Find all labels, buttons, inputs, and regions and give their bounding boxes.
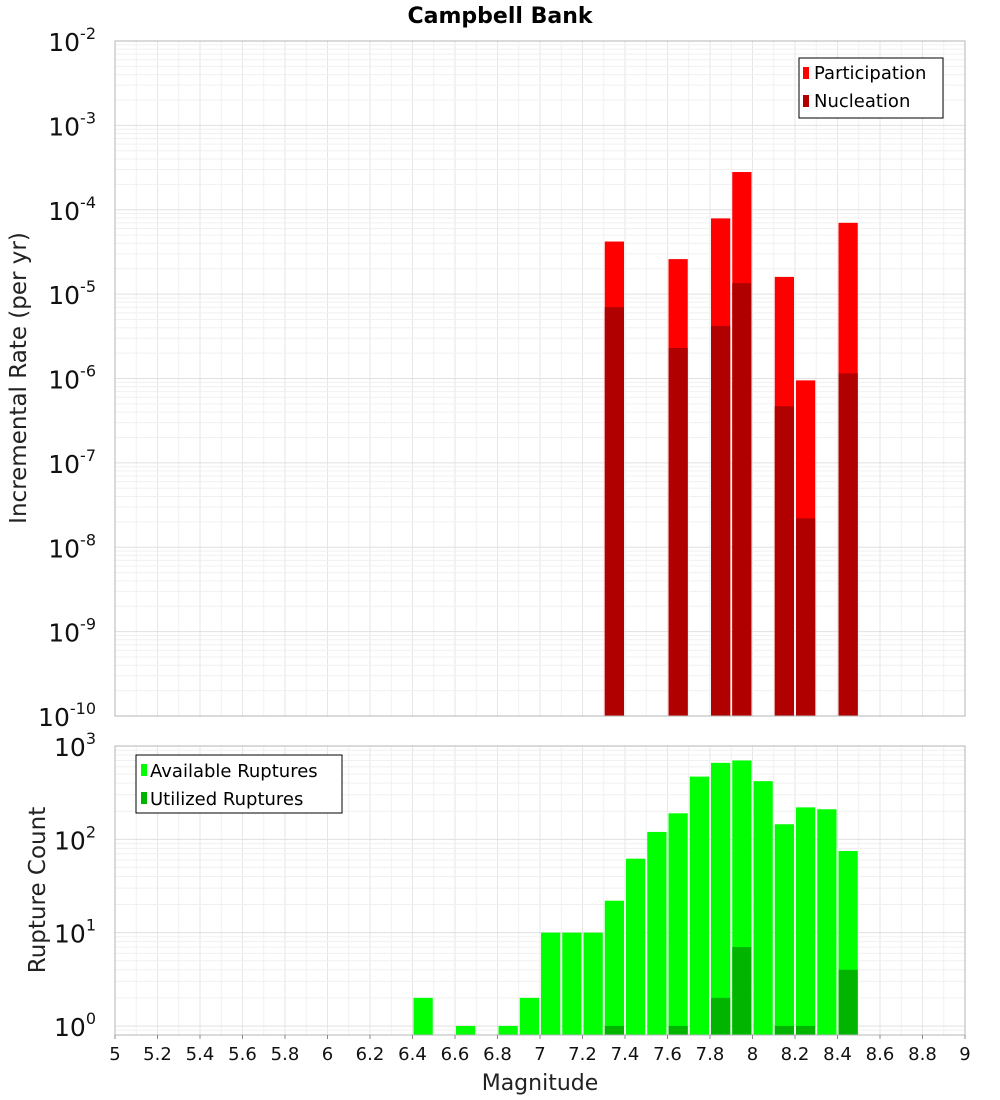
legend-available-label: Available Ruptures [150,761,318,782]
count-a-bar [541,932,561,1035]
rate-b-bar [774,406,794,716]
legend-nucleation-swatch [803,95,809,107]
x-tick-label: 6.8 [483,1044,512,1065]
rate-plot-frame [114,40,966,717]
x-axis-label: Magnitude [482,1071,599,1096]
x-tick-label: 8.4 [823,1044,852,1065]
count-a-bar [604,900,624,1035]
rate-bars [604,172,858,717]
legend-available-swatch [141,764,147,776]
rate-b-bar [711,325,731,716]
rate-b-bar [838,373,858,716]
rate-panel: 10-2 10-3 10-4 10-5 10-6 10-7 10-8 10-9 10-10 In… [6,24,966,732]
rate-legend-box [798,57,944,119]
count-y-axis-label: Rupture Count [25,807,51,973]
count-b-bar [668,1025,688,1035]
count-bars [413,760,858,1035]
x-tick-label: 5 [109,1044,120,1065]
x-tick-label: 5.6 [228,1044,257,1065]
rate-legend: Participation Nucleation [798,57,944,119]
count-b-bar [732,947,752,1035]
count-panel: 103 102 101 100 Rupture Count Available Rup… [25,729,971,1096]
y-tick-label: 10-2 [48,24,96,57]
x-tick-label: 8.2 [781,1044,810,1065]
count-a-bar [498,1025,518,1035]
count-b-bar [774,1025,794,1035]
chart-title: Campbell Bank [408,4,594,29]
x-ticks: 5 5.2 5.4 5.6 5.8 6 6.2 6.4 6.6 6.8 7 7.2 7.4 7.6 7.8 8… [109,1035,971,1065]
count-a-bar [647,831,667,1035]
rate-b-bar [732,283,752,716]
y-tick-label: 10-7 [48,446,96,479]
y-tick-label: 100 [54,1009,96,1042]
count-a-bar [668,813,688,1035]
count-legend: Available Ruptures Utilized Ruptures [135,754,343,814]
rate-b-bar [796,518,816,716]
x-tick-label: 8.6 [866,1044,895,1065]
y-tick-label: 10-9 [48,615,96,648]
legend-participation-label: Participation [814,63,926,84]
count-a-bar [456,1025,476,1035]
x-tick-label: 7 [534,1044,545,1065]
x-tick-label: 8 [747,1044,758,1065]
x-tick-label: 8.8 [908,1044,937,1065]
rate-y-axis-label: Incremental Rate (per yr) [6,232,32,524]
x-tick-label: 6 [322,1044,333,1065]
count-a-bar [689,776,709,1035]
count-a-bar [753,781,773,1035]
count-y-ticks: 103 102 101 100 [54,729,96,1042]
x-tick-label: 7.6 [653,1044,682,1065]
y-tick-label: 10-6 [48,362,96,395]
count-b-bar [838,969,858,1035]
legend-utilized-label: Utilized Ruptures [150,789,303,810]
x-tick-label: 6.4 [398,1044,427,1065]
count-a-bar [519,997,539,1035]
y-tick-label: 10-4 [48,193,96,226]
count-a-bar [562,932,582,1035]
rate-gridlines [114,40,966,717]
x-tick-label: 7.8 [696,1044,725,1065]
legend-nucleation-label: Nucleation [814,91,910,112]
count-a-bar [796,807,816,1035]
x-tick-label: 5.8 [271,1044,300,1065]
count-b-bar [796,1025,816,1035]
y-tick-label: 10-3 [48,108,96,141]
count-a-bar [583,932,603,1035]
count-a-bar [774,824,794,1035]
rate-b-bar [668,347,688,716]
x-tick-label: 5.4 [186,1044,215,1065]
y-tick-label: 10-5 [48,277,96,310]
count-a-bar [413,997,433,1035]
y-tick-label: 10-8 [48,530,96,563]
rate-y-ticks: 10-2 10-3 10-4 10-5 10-6 10-7 10-8 10-9 10-10 [38,24,96,732]
count-b-bar [711,997,731,1035]
count-b-bar [604,1025,624,1035]
y-tick-label: 103 [54,729,96,762]
legend-participation-swatch [803,67,809,79]
count-a-bar [711,762,731,1035]
y-tick-label: 102 [54,822,96,855]
x-tick-label: 6.2 [356,1044,385,1065]
x-tick-label: 7.2 [568,1044,597,1065]
y-tick-label: 101 [54,916,96,949]
x-tick-label: 9 [959,1044,970,1065]
x-tick-label: 5.2 [143,1044,172,1065]
count-legend-box [135,754,343,814]
rate-b-bar [604,307,624,716]
legend-utilized-swatch [141,792,147,804]
x-tick-label: 7.4 [611,1044,640,1065]
count-a-bar [626,858,646,1035]
count-a-bar [817,809,837,1035]
y-tick-label: 10-10 [38,699,96,732]
x-tick-label: 6.6 [441,1044,470,1065]
